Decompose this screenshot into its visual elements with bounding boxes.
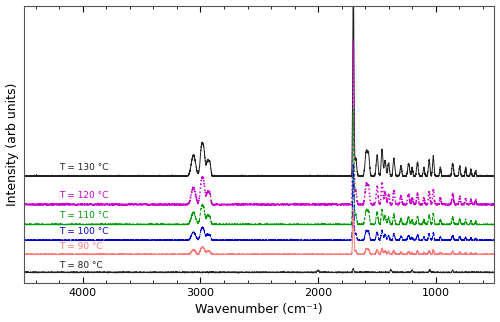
Text: T = 80 °C: T = 80 °C: [60, 260, 103, 270]
Text: T = 120 °C: T = 120 °C: [60, 191, 109, 200]
Text: T = 100 °C: T = 100 °C: [60, 227, 109, 236]
X-axis label: Wavenumber (cm⁻¹): Wavenumber (cm⁻¹): [196, 303, 323, 317]
Text: T = 110 °C: T = 110 °C: [60, 212, 109, 221]
Y-axis label: Intensity (arb units): Intensity (arb units): [6, 83, 18, 206]
Text: T = 90 °C: T = 90 °C: [60, 242, 103, 251]
Text: T = 130 °C: T = 130 °C: [60, 163, 109, 172]
